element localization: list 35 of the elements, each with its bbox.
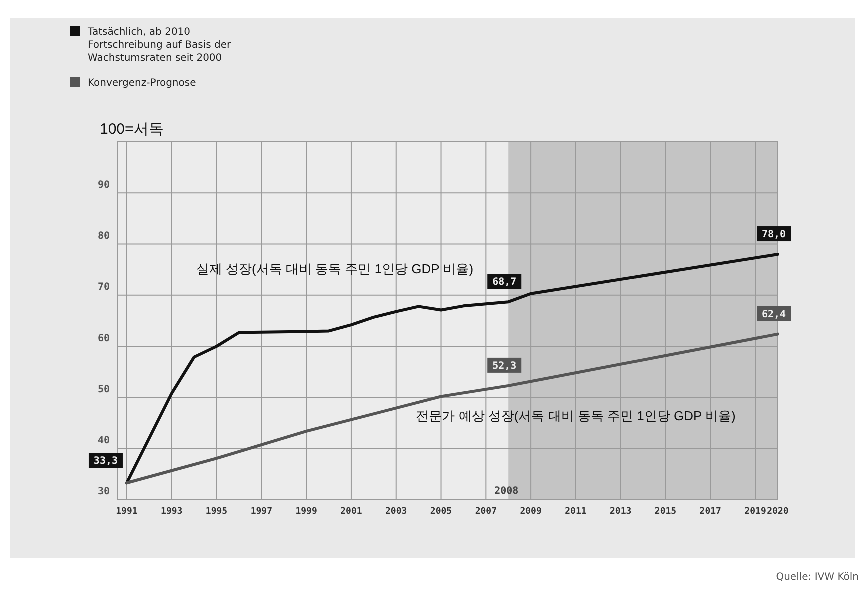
x-tick-label: 2001	[340, 507, 362, 517]
y-tick-label: 50	[98, 384, 110, 396]
source-note: Quelle: IVW Köln	[776, 572, 859, 583]
x-tick-label: 2017	[700, 507, 722, 517]
x-tick-label: 2005	[430, 507, 452, 517]
legend-label: Tatsächlich, ab 2010 Fortschreibung auf Basis der Wachstumsraten seit 2000	[87, 27, 232, 64]
data-label: 68,7	[492, 277, 517, 288]
x-tick-label: 2009	[520, 507, 542, 517]
annotation: 전문가 예상 성장(서독 대비 동독 주민 1인당 GDP 비율)	[416, 408, 736, 424]
band-label: 2008	[494, 486, 519, 497]
data-label: 78,0	[762, 230, 786, 241]
x-tick-label: 2019	[744, 507, 766, 517]
x-tick-label: 2011	[565, 507, 587, 517]
y-axis-title: 100=서독	[100, 121, 164, 138]
y-tick-label: 90	[98, 180, 110, 191]
x-tick-label: 1995	[206, 507, 228, 517]
x-tick-label: 1993	[161, 507, 183, 517]
x-tick-label: 1991	[116, 507, 138, 517]
y-tick-label: 60	[98, 333, 110, 344]
x-tick-label: 2007	[475, 507, 498, 517]
y-tick-label: 40	[98, 436, 110, 447]
x-tick-label: 2003	[386, 507, 408, 517]
annotation: 실제 성장(서독 대비 동독 주민 1인당 GDP 비율)	[196, 261, 474, 276]
data-label: 33,3	[94, 456, 118, 468]
legend-label: Konvergenz-Prognose	[88, 78, 196, 89]
data-label: 62,4	[762, 309, 786, 320]
y-tick-label: 70	[98, 282, 110, 294]
y-tick-label: 80	[98, 231, 110, 242]
x-tick-label: 1999	[296, 507, 318, 517]
x-tick-label: 2013	[610, 507, 632, 517]
x-tick-label: 2020	[767, 507, 789, 517]
x-tick-label: 1997	[250, 507, 273, 517]
y-tick-label: 30	[98, 486, 110, 498]
x-tick-label: 2015	[654, 507, 677, 517]
data-label: 52,3	[492, 360, 517, 372]
